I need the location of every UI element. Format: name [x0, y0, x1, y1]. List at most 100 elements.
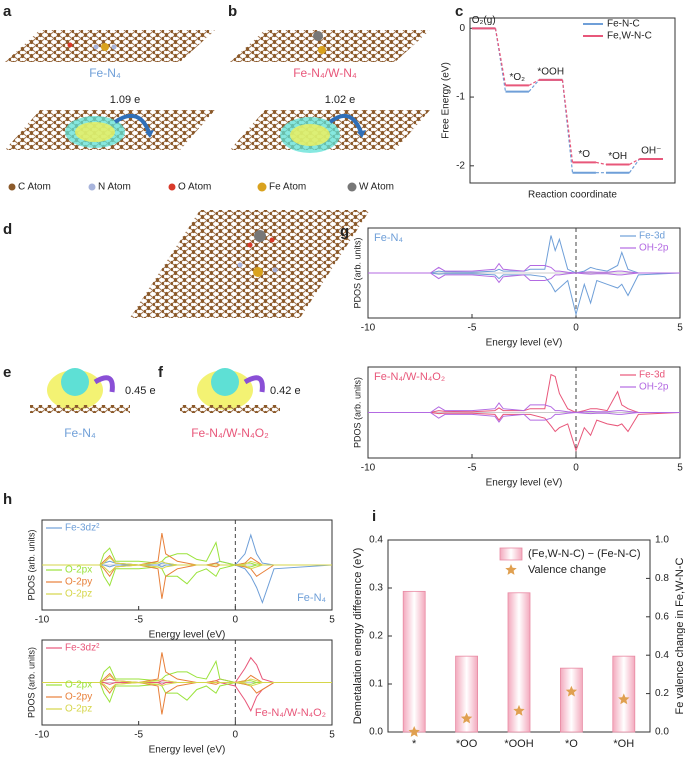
- atom-legend: N Atom: [98, 182, 131, 193]
- caption: Fe-N₄: [64, 426, 96, 440]
- legend-label: OH-2p: [639, 243, 669, 254]
- chart-title: Fe-N₄: [297, 592, 326, 604]
- y2-tick-label: 0.6: [655, 611, 669, 622]
- x-tick-label: 5: [329, 730, 335, 741]
- caption: Fe-N₄/W-N₄: [293, 66, 357, 80]
- y-axis-label: Demetalation energy difference (eV): [352, 548, 364, 725]
- pdos-curve: [42, 659, 332, 684]
- star-marker: [513, 704, 525, 716]
- x-tick-label: *: [412, 738, 417, 750]
- charge-label: 0.45 e: [125, 385, 156, 397]
- bar: [455, 655, 479, 733]
- connector: [528, 79, 540, 86]
- panel-label: g: [340, 223, 349, 240]
- charge-label: 1.09 e: [110, 94, 141, 106]
- panel-label: c: [455, 3, 463, 20]
- x-tick-label: 5: [329, 615, 335, 626]
- chart-title: Fe-N₄: [374, 232, 403, 244]
- y-tick-label: 0.3: [369, 583, 383, 594]
- connector: [628, 158, 640, 174]
- connector: [629, 158, 640, 165]
- legend-label: O-2pz: [65, 589, 92, 600]
- y2-tick-label: 0.8: [655, 573, 669, 584]
- x-tick-label: -10: [35, 615, 50, 626]
- y-axis-label: PDOS (arb. units): [26, 647, 36, 718]
- legend-label: Fe-3dz²: [65, 523, 100, 534]
- star-marker: [460, 712, 473, 724]
- atom-legend: W Atom: [359, 182, 394, 193]
- x-axis-label: Energy level (eV): [486, 478, 563, 489]
- y-tick-label: 0.4: [369, 535, 383, 546]
- y-tick-label: -1: [456, 92, 465, 103]
- pdos-curve: [42, 541, 332, 566]
- y2-tick-label: 1.0: [655, 535, 669, 546]
- y-tick-label: 0: [459, 23, 465, 34]
- pdos-curve: [42, 564, 332, 599]
- pdos-curve: [368, 402, 680, 414]
- caption: Fe-N₄/W-N₄O₂: [191, 426, 269, 440]
- y-tick-label: 0.0: [369, 727, 383, 738]
- legend-swatch: [505, 564, 517, 575]
- panel-label: e: [3, 364, 11, 381]
- state-label: *OOH: [537, 67, 564, 78]
- y2-axis-label: Fe valence change in Fe,W-N-C: [674, 557, 685, 714]
- bar: [560, 667, 583, 733]
- y2-tick-label: 0.0: [655, 727, 669, 738]
- pdos-curve: [368, 262, 680, 274]
- x-tick-label: *OO: [456, 738, 478, 750]
- x-tick-label: 0: [573, 463, 579, 474]
- pdos-curve: [42, 681, 332, 691]
- x-axis-label: Reaction coordinate: [528, 190, 617, 201]
- star-marker: [565, 685, 578, 697]
- state-label: OH⁻: [641, 146, 661, 157]
- pdos-curve: [42, 564, 332, 587]
- pdos-curve: [42, 652, 332, 684]
- legend-label: (Fe,W-N-C) − (Fe-N-C): [528, 548, 641, 560]
- x-tick-label: 0: [233, 615, 239, 626]
- bar: [507, 592, 531, 733]
- star-marker: [618, 693, 630, 705]
- panel-label: a: [3, 3, 12, 20]
- panel-label: h: [3, 491, 12, 508]
- pdos-curve: [368, 235, 680, 274]
- star-marker: [408, 726, 420, 737]
- state-label: *OH: [608, 151, 627, 162]
- pdos-curve: [42, 533, 332, 566]
- legend-label: O-2pz: [65, 704, 92, 715]
- chart-title: Fe-N₄/W-N₄O₂: [374, 371, 445, 383]
- atom-legend: Fe Atom: [269, 182, 306, 193]
- y-tick-label: -2: [456, 160, 465, 171]
- y-tick-label: 0.2: [369, 631, 383, 642]
- x-tick-label: *OH: [613, 738, 634, 750]
- structure-images: [5, 30, 430, 413]
- x-tick-label: -10: [35, 730, 50, 741]
- state-label: *O: [578, 149, 590, 160]
- legend-swatch: [499, 547, 523, 561]
- legend-label: Fe-N-C: [607, 19, 640, 30]
- x-axis-label: Energy level (eV): [486, 338, 563, 349]
- legend-label: Fe-3d: [639, 231, 665, 242]
- connector: [561, 79, 574, 173]
- atom-legend: C Atom: [18, 182, 51, 193]
- x-axis-label: Energy level (eV): [149, 630, 226, 641]
- legend-label: O-2py: [65, 692, 92, 703]
- legend-label: O-2py: [65, 577, 92, 588]
- y-axis-label: PDOS (arb. units): [26, 529, 36, 600]
- static-text: a b c d e f g h i Fe-N₄ 1.09 e Fe-N₄/W-N…: [3, 3, 463, 525]
- y-axis-label: PDOS (arb. units): [352, 377, 362, 448]
- panel-label: b: [228, 3, 237, 20]
- x-tick-label: -5: [134, 615, 143, 626]
- legend-label: Fe,W-N-C: [607, 31, 652, 42]
- x-tick-label: 5: [677, 463, 683, 474]
- connector: [528, 79, 540, 92]
- bar: [402, 590, 426, 733]
- pdos-curve: [42, 564, 332, 574]
- pdos-curve: [42, 533, 332, 566]
- legend-label: Fe-3d: [639, 370, 665, 381]
- connector: [494, 28, 507, 86]
- state-label: *O₂: [509, 72, 525, 83]
- y-axis-label: Free Energy (eV): [441, 62, 452, 139]
- pdos-curve: [368, 272, 681, 317]
- charge-label: 1.02 e: [325, 94, 356, 106]
